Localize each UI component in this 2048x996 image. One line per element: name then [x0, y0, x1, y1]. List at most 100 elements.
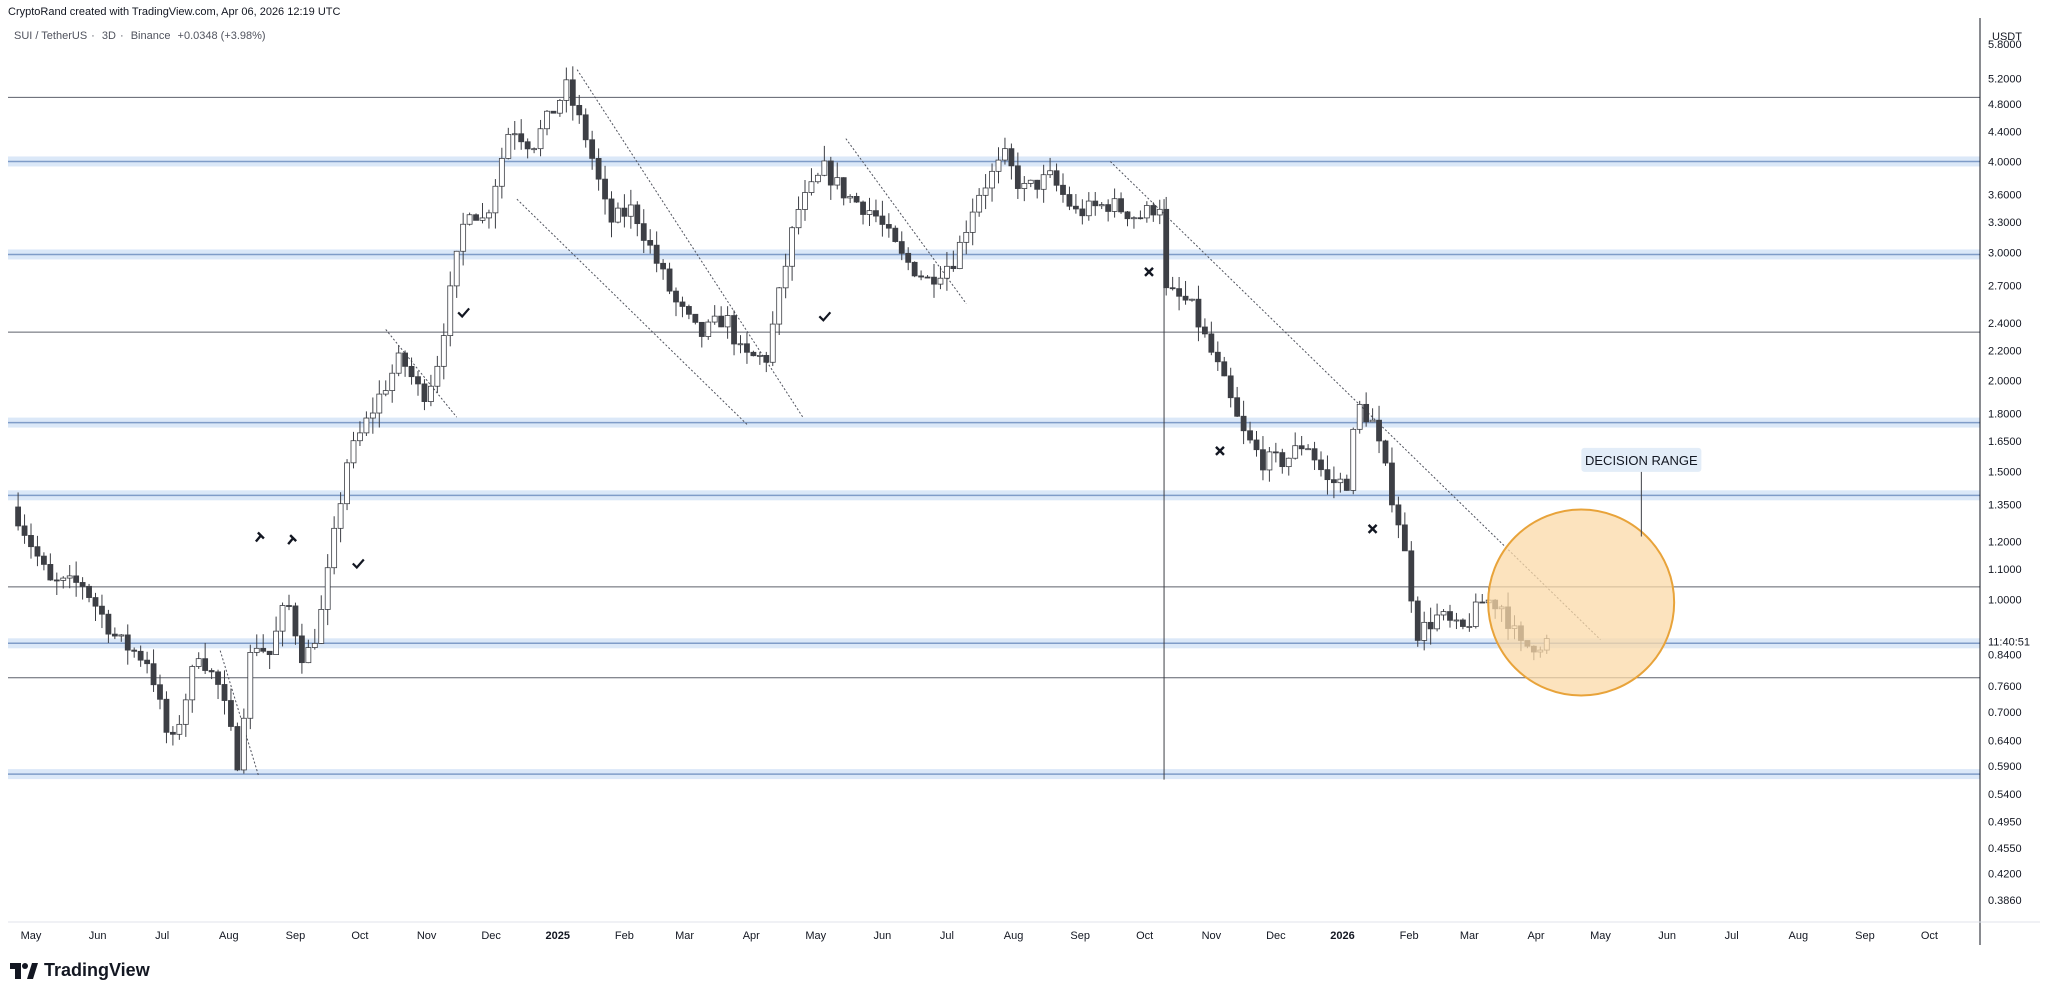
candle-up — [195, 658, 202, 667]
candle-up — [273, 630, 280, 655]
candle-down — [41, 555, 47, 565]
candle-down — [86, 585, 92, 598]
tradingview-logo-text: TradingView — [44, 960, 150, 980]
candle-down — [1331, 479, 1337, 484]
interval-label[interactable]: 3D — [101, 30, 116, 42]
price-tick-label: 0.6400 — [1988, 735, 2022, 747]
trendline — [516, 198, 748, 425]
candle-down — [924, 276, 931, 279]
candle-down — [589, 139, 596, 159]
tradingview-logo[interactable]: TradingView — [10, 960, 150, 981]
candle-down — [666, 268, 673, 292]
candle-down — [1253, 439, 1260, 451]
time-tick-label: Jul — [155, 930, 169, 942]
price-tick-label: 0.4200 — [1988, 868, 2022, 880]
candle-down — [1092, 200, 1099, 207]
time-tick-label: Aug — [219, 930, 239, 942]
price-tick-label: 0.4950 — [1988, 816, 2022, 828]
candle-down — [1053, 170, 1060, 186]
price-tick-label: 2.0000 — [1988, 375, 2022, 387]
price-tick-label: 2.4000 — [1988, 318, 2022, 330]
candle-down — [1169, 287, 1176, 290]
candle-up — [627, 204, 634, 217]
candle-down — [885, 224, 892, 229]
time-tick-label: Jul — [1725, 930, 1739, 942]
price-tick-label: 3.3000 — [1988, 217, 2022, 229]
time-tick-label: Dec — [1266, 930, 1286, 942]
candle-up — [1292, 445, 1299, 459]
price-tick-label: 1.2000 — [1988, 537, 2022, 549]
time-tick-label: Nov — [417, 930, 437, 942]
candle-up — [724, 315, 731, 328]
time-tick-label: Feb — [615, 930, 634, 942]
candle-down — [163, 698, 170, 733]
candle-down — [595, 158, 602, 180]
candle-down — [15, 506, 22, 527]
candle-up — [563, 79, 570, 101]
candle-down — [421, 383, 428, 402]
candle-down — [1324, 469, 1331, 481]
price-tick-label: 1.5000 — [1988, 466, 2022, 478]
cross-icon — [1144, 267, 1154, 277]
candle-up — [1189, 298, 1195, 301]
candle-down — [1427, 621, 1434, 630]
candle-up — [511, 133, 518, 136]
candle-up — [182, 699, 189, 725]
candle-up — [486, 212, 492, 219]
candle-up — [60, 577, 67, 581]
price-tick-label: 0.4550 — [1988, 843, 2022, 855]
candle-down — [1389, 462, 1395, 506]
time-tick-label: Jun — [89, 930, 107, 942]
time-tick-label: Sep — [1855, 930, 1875, 942]
candle-up — [1369, 419, 1376, 423]
candle-down — [1195, 298, 1202, 328]
candle-down — [1260, 449, 1266, 471]
candle-down — [298, 635, 305, 664]
candle-up — [1131, 217, 1137, 220]
candle-up — [118, 634, 125, 637]
candle-down — [763, 355, 770, 363]
price-axis-currency: USDT — [1992, 31, 2022, 43]
price-tick-label: 0.7000 — [1988, 707, 2022, 719]
candle-up — [1002, 148, 1008, 161]
candle-up — [776, 287, 783, 325]
candle-down — [1105, 204, 1112, 212]
candle-down — [415, 376, 421, 385]
candle-down — [292, 605, 299, 637]
time-tick-label: May — [1590, 930, 1611, 942]
candle-up — [453, 250, 460, 287]
candle-down — [402, 352, 409, 367]
candle-down — [34, 546, 41, 557]
symbol-name[interactable]: SUI / TetherUS — [14, 30, 88, 42]
candle-up — [989, 170, 995, 189]
time-tick-label: 2026 — [1330, 930, 1354, 942]
candle-up — [318, 609, 325, 644]
candle-down — [840, 177, 847, 199]
annotation-markers — [254, 267, 1378, 570]
time-tick-label: Sep — [286, 930, 306, 942]
price-tick-label: 0.5900 — [1988, 761, 2022, 773]
candle-up — [866, 210, 873, 215]
candle-down — [1060, 184, 1066, 195]
candle-up — [382, 390, 389, 395]
candle-down — [905, 252, 912, 263]
candle-up — [937, 277, 944, 285]
candle-down — [524, 141, 531, 150]
candle-up — [847, 196, 854, 199]
price-tick-label: 3.6000 — [1988, 190, 2022, 202]
candle-down — [653, 244, 660, 264]
candle-down — [1279, 452, 1286, 468]
candle-down — [131, 649, 138, 652]
candle-down — [718, 315, 725, 328]
decision-range-label: DECISION RANGE — [1585, 453, 1698, 468]
candle-up — [389, 372, 396, 391]
price-tick-label: 0.7600 — [1988, 681, 2022, 693]
candle-up — [1356, 403, 1363, 430]
price-tick-label: 4.4000 — [1988, 126, 2022, 138]
candle-up — [498, 157, 505, 187]
candle-up — [782, 265, 789, 289]
candle-up — [350, 440, 357, 464]
price-tick-label: 2.7000 — [1988, 281, 2022, 293]
candle-up — [1085, 200, 1092, 217]
